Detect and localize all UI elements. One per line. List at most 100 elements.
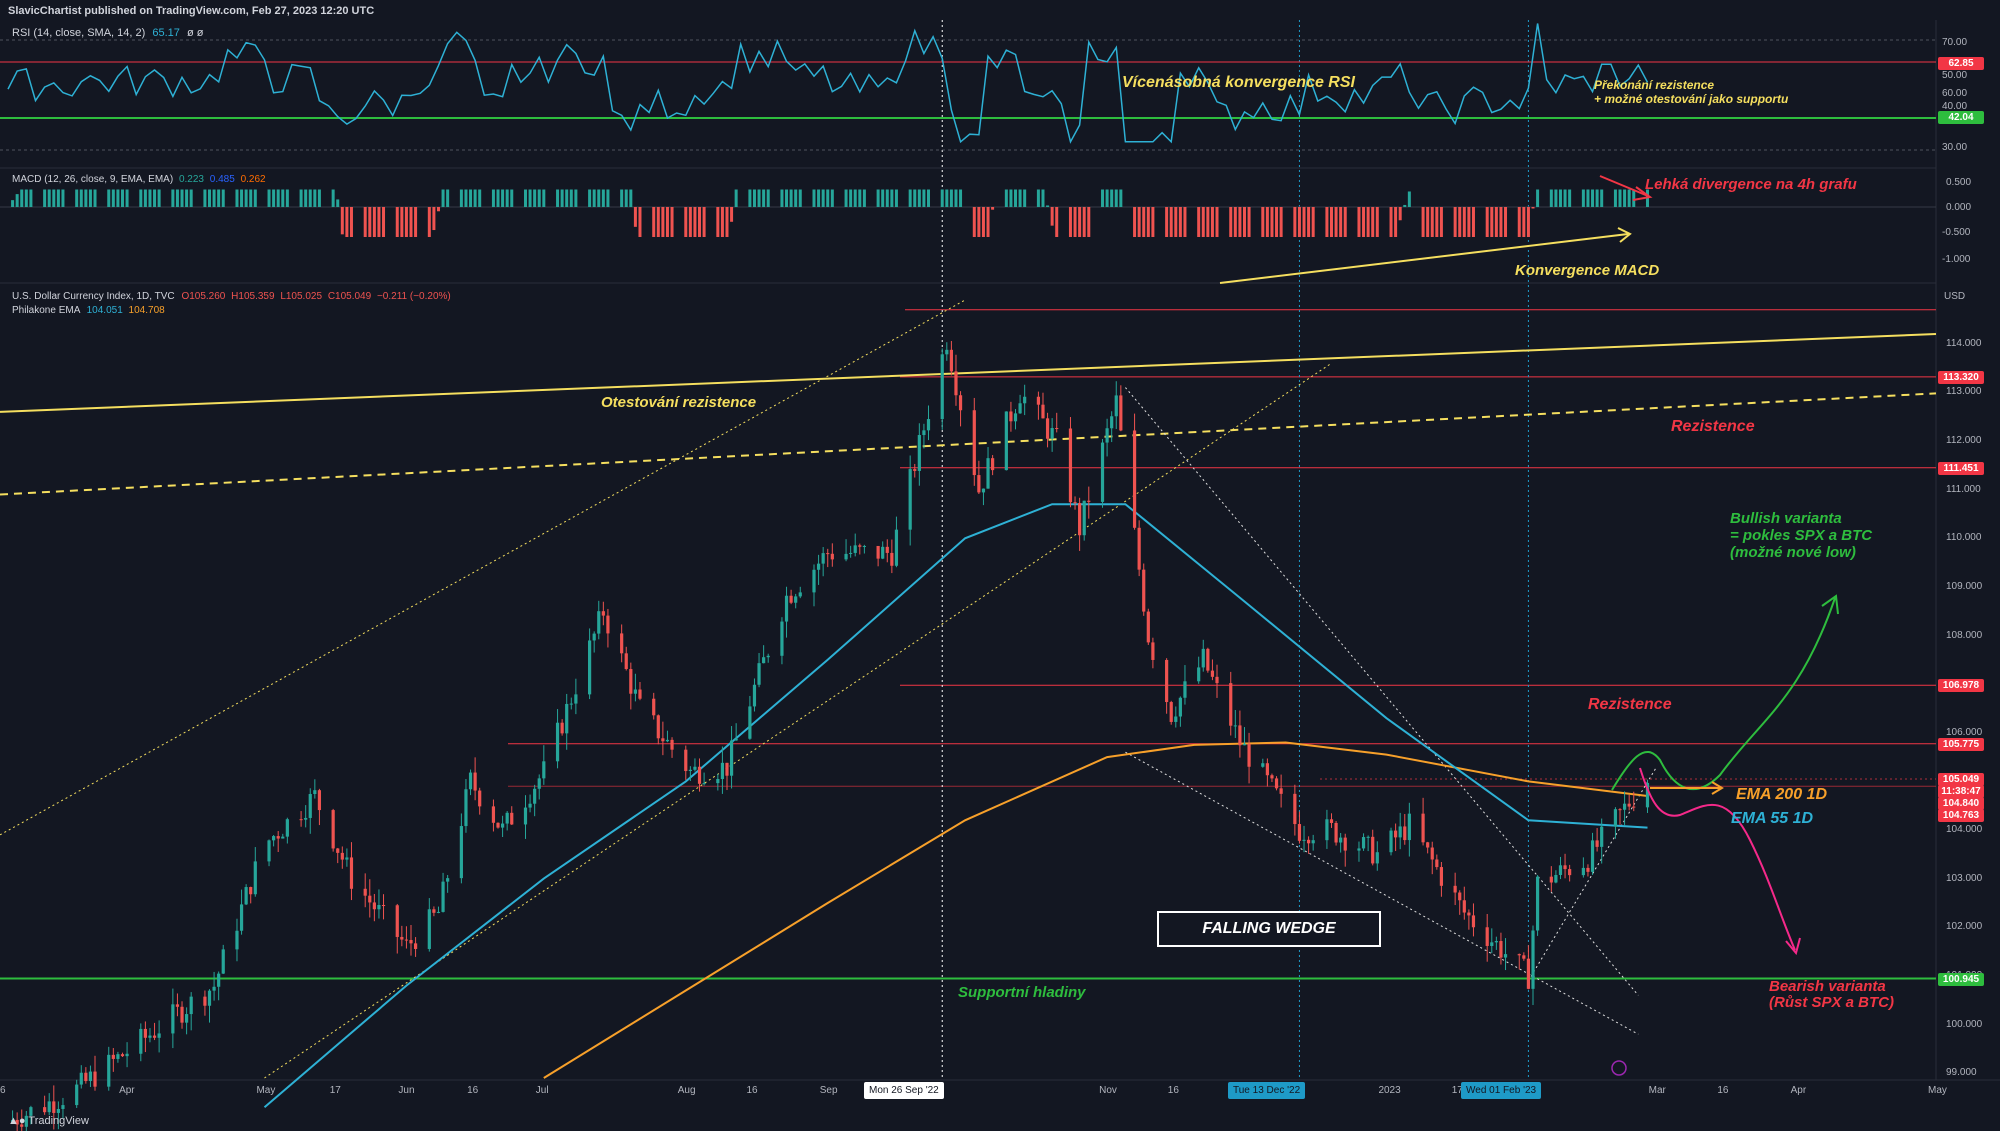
candle-body xyxy=(1563,865,1567,870)
macd-histogram-bar xyxy=(752,189,756,207)
candle-body xyxy=(15,1119,19,1125)
candle-body xyxy=(1233,725,1237,727)
macd-histogram-bar xyxy=(1133,207,1137,237)
candle-body xyxy=(1343,837,1347,851)
macd-histogram-bar xyxy=(1206,207,1210,237)
candle-body xyxy=(665,739,670,742)
candle-body xyxy=(189,996,193,1015)
time-axis-label: May xyxy=(256,1085,276,1096)
candle-body xyxy=(858,545,862,547)
macd-histogram-bar xyxy=(336,199,340,207)
candle-body xyxy=(267,840,271,862)
annotation-resistance-test: Otestování rezistence xyxy=(601,394,757,411)
candle-body xyxy=(436,911,441,913)
candle-body xyxy=(116,1054,120,1059)
macd-histogram-bar xyxy=(1485,207,1489,237)
annotation-falling-wedge: FALLING WEDGE xyxy=(1157,911,1381,947)
macd-histogram-bar xyxy=(1311,207,1315,237)
candle-body xyxy=(1339,837,1343,843)
candle-body xyxy=(1568,869,1572,876)
candle-body xyxy=(816,563,821,570)
candle-body xyxy=(148,1035,152,1038)
macd-histogram-bar xyxy=(285,189,289,207)
annotation-support: Supportní hladiny xyxy=(958,984,1086,1001)
macd-histogram-bar xyxy=(1151,207,1155,237)
macd-axis-n1000: -1.000 xyxy=(1942,254,1971,265)
candle-body xyxy=(1274,778,1279,789)
rsi-tag-upper: 62.85 xyxy=(1938,57,1984,70)
candle-body xyxy=(913,469,917,471)
candle-body xyxy=(1595,840,1599,847)
price-axis-label: 103.000 xyxy=(1946,872,1983,884)
price-tag: 104.840 xyxy=(1938,797,1984,810)
macd-histogram-bar xyxy=(908,189,912,207)
candle-body xyxy=(693,766,697,770)
macd-histogram-bar xyxy=(1618,189,1622,207)
macd-histogram-bar xyxy=(1119,189,1123,207)
time-axis-label: 16 xyxy=(467,1085,479,1096)
annotation-resistance-upper: Rezistence xyxy=(1671,418,1755,435)
candle-body xyxy=(1531,930,1535,989)
candle-body xyxy=(317,790,322,811)
macd-histogram-bar xyxy=(120,189,124,207)
macd-histogram-bar xyxy=(125,189,129,207)
macd-histogram-bar xyxy=(922,189,926,207)
annotation-bullish-3: (možné nové low) xyxy=(1730,544,1856,561)
rsi-axis-50: 50.00 xyxy=(1942,70,1968,81)
macd-histogram-bar xyxy=(981,207,985,237)
price-tag: 105.049 xyxy=(1938,773,1984,786)
candle-body xyxy=(606,615,610,634)
ema200-legend-value: 104.708 xyxy=(128,305,165,316)
macd-histogram-bar xyxy=(1197,207,1201,237)
annotation-macd-convergence: Konvergence MACD xyxy=(1515,262,1660,279)
candle-body xyxy=(345,857,349,860)
time-axis-label: 16 xyxy=(1717,1085,1729,1096)
candle-body xyxy=(304,817,308,820)
macd-histogram-bar xyxy=(885,189,889,207)
candle-body xyxy=(175,1004,180,1007)
macd-histogram-bar xyxy=(1210,207,1214,237)
macd-histogram-bar xyxy=(1068,207,1072,237)
macd-histogram-bar xyxy=(1114,189,1118,207)
candle-body xyxy=(1311,840,1315,844)
candle-body xyxy=(1132,430,1137,528)
candle-body xyxy=(253,861,257,895)
candle-body xyxy=(235,930,239,950)
candle-body xyxy=(1375,852,1379,864)
macd-histogram-bar xyxy=(1563,189,1567,207)
macd-histogram-bar xyxy=(633,207,637,227)
candle-body xyxy=(656,715,660,739)
macd-histogram-bar xyxy=(601,189,605,207)
macd-histogram-bar xyxy=(459,189,463,207)
candle-body xyxy=(221,949,225,974)
candle-body xyxy=(862,545,866,547)
price-axis-label: 100.000 xyxy=(1946,1018,1983,1030)
rsi-legend-value: 65.17 xyxy=(152,27,180,39)
macd-histogram-bar xyxy=(185,189,189,207)
candle-body xyxy=(1100,442,1105,502)
macd-histogram-bar xyxy=(143,189,147,207)
ohlc-high: H105.359 xyxy=(231,291,275,302)
macd-histogram-bar xyxy=(1229,207,1233,237)
candle-body xyxy=(10,1119,15,1122)
macd-histogram-bar xyxy=(446,189,450,207)
candle-body xyxy=(249,887,253,895)
macd-histogram-bar xyxy=(441,189,445,207)
macd-histogram-bar xyxy=(1558,189,1562,207)
candle-body xyxy=(43,1107,47,1113)
macd-histogram-bar xyxy=(972,207,976,237)
candle-body xyxy=(1023,396,1027,404)
time-axis-label: May xyxy=(1928,1085,1947,1096)
macd-histogram-bar xyxy=(1009,189,1013,207)
candle-body xyxy=(569,703,573,705)
wedge-lower xyxy=(1125,751,1639,1035)
price-tag: 106.978 xyxy=(1938,679,1984,693)
resistance-trendline-dashed xyxy=(0,392,1937,496)
macd-histogram-bar xyxy=(881,189,885,207)
price-axis-label: 114.000 xyxy=(1946,337,1982,349)
candle-body xyxy=(1004,411,1008,471)
candle-body xyxy=(308,794,312,818)
candle-body xyxy=(505,812,509,824)
macd-histogram-bar xyxy=(560,189,564,207)
candle-body xyxy=(29,1107,33,1116)
